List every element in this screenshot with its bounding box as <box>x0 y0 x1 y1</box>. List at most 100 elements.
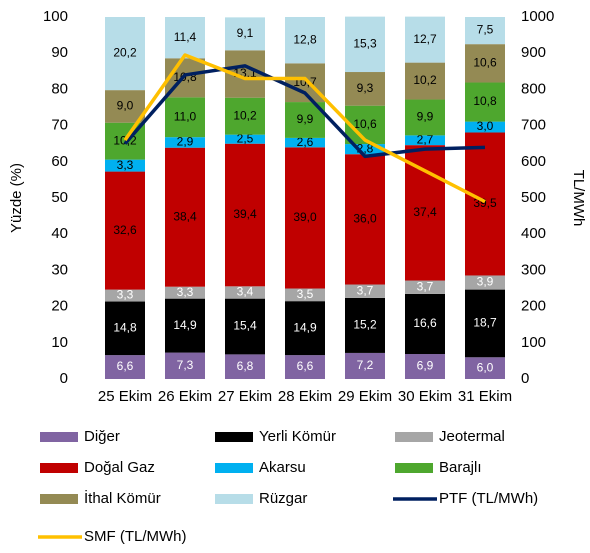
bar-segment <box>405 99 445 136</box>
x-tick-label: 26 Ekim <box>158 388 212 405</box>
legend-label: Yerli Kömür <box>259 428 336 445</box>
legend-label: PTF (TL/MWh) <box>439 490 538 507</box>
value-label: 6,6 <box>117 359 134 373</box>
value-label: 7,5 <box>477 23 494 37</box>
bar-segment <box>105 289 145 302</box>
value-label: 3,4 <box>237 285 254 299</box>
value-label: 39,4 <box>233 207 257 221</box>
y2-axis-label: TL/MWh <box>570 170 587 227</box>
y-tick-label: 50 <box>51 189 68 206</box>
y2-tick-label: 400 <box>521 225 546 242</box>
bar-segment <box>225 298 265 355</box>
bar-segment <box>285 301 325 356</box>
bar-segment <box>405 16 445 63</box>
value-label: 11,4 <box>174 30 197 44</box>
y-tick-label: 100 <box>43 8 68 25</box>
y-tick-label: 90 <box>51 44 68 61</box>
legend-swatch <box>395 432 433 442</box>
value-label: 15,4 <box>233 319 257 333</box>
bar-segment <box>345 284 385 298</box>
y-tick-label: 30 <box>51 261 68 278</box>
x-tick-label: 28 Ekim <box>278 388 332 405</box>
bar-segment <box>465 275 505 290</box>
value-label: 36,0 <box>353 212 377 226</box>
value-label: 39,0 <box>293 210 317 224</box>
bar-segment <box>165 286 205 299</box>
value-label: 3,9 <box>477 275 494 289</box>
value-label: 9,1 <box>237 26 254 40</box>
y2-tick-label: 0 <box>521 370 529 387</box>
bar-segment <box>465 82 505 122</box>
bar-segment <box>405 354 445 379</box>
value-label: 2,6 <box>297 135 314 149</box>
x-tick-label: 30 Ekim <box>398 388 452 405</box>
value-label: 15,2 <box>353 318 377 332</box>
bar-segment <box>345 154 385 285</box>
value-label: 38,4 <box>173 209 197 223</box>
value-label: 3,5 <box>297 287 314 301</box>
y-tick-label: 20 <box>51 298 68 315</box>
value-label: 14,9 <box>173 318 197 332</box>
value-label: 14,8 <box>113 320 137 334</box>
legend-label: Akarsu <box>259 459 306 476</box>
value-label: 6,8 <box>237 359 254 373</box>
bar-segment <box>285 355 325 379</box>
value-label: 9,9 <box>297 112 314 126</box>
legend-swatch <box>395 463 433 473</box>
y-tick-label: 60 <box>51 153 68 170</box>
bar-segment <box>345 352 385 379</box>
bar-segment <box>285 17 325 64</box>
legend-swatch <box>40 494 78 504</box>
legend-swatch <box>40 463 78 473</box>
bar-segment <box>225 97 265 135</box>
y2-tick-label: 300 <box>521 261 546 278</box>
line-series <box>123 53 486 204</box>
value-label: 11,0 <box>174 109 197 123</box>
bar-segment <box>465 132 505 276</box>
legend-label: Jeotermal <box>439 428 505 445</box>
bar-segment <box>105 171 145 290</box>
legend-label: SMF (TL/MWh) <box>84 528 187 545</box>
value-label: 7,3 <box>177 358 194 372</box>
value-label: 3,7 <box>357 283 374 297</box>
bar-segment <box>465 121 505 133</box>
bar-segment <box>345 16 385 73</box>
bar-segment <box>285 63 325 103</box>
bar-segment <box>105 90 145 123</box>
y2-tick-label: 500 <box>521 189 546 206</box>
bar-segment <box>405 145 445 281</box>
bar-segment <box>165 97 205 138</box>
value-label: 6,6 <box>297 359 314 373</box>
value-label: 10,2 <box>413 73 437 87</box>
y-tick-label: 80 <box>51 80 68 97</box>
value-label: 10,6 <box>473 56 497 70</box>
bar-segment <box>465 357 505 379</box>
bar-segment <box>405 293 445 355</box>
bar-segment <box>165 147 205 287</box>
value-label: 12,7 <box>413 32 437 46</box>
bar-segment <box>225 143 265 287</box>
bar-segment <box>285 137 325 148</box>
line-series <box>123 64 486 159</box>
bar-segment <box>405 135 445 146</box>
legend-label: Diğer <box>84 428 120 445</box>
value-label: 12,8 <box>293 32 317 46</box>
x-tick-label: 29 Ekim <box>338 388 392 405</box>
value-label: 3,7 <box>417 279 434 293</box>
bar-segment <box>105 159 145 172</box>
bar-segment <box>345 144 385 155</box>
bar-segment <box>465 17 505 45</box>
value-label: 6,9 <box>417 359 434 373</box>
legend-label: İthal Kömür <box>84 489 161 507</box>
bar-segment <box>105 355 145 379</box>
legend-swatch <box>40 432 78 442</box>
value-label: 3,3 <box>177 285 194 299</box>
bar-segment <box>225 134 265 144</box>
value-label: 3,0 <box>477 119 494 133</box>
bar-segment <box>225 286 265 299</box>
value-label: 10,2 <box>233 108 257 122</box>
value-label: 2,9 <box>177 135 194 149</box>
value-label: 32,6 <box>113 223 137 237</box>
legend-swatch <box>215 494 253 504</box>
